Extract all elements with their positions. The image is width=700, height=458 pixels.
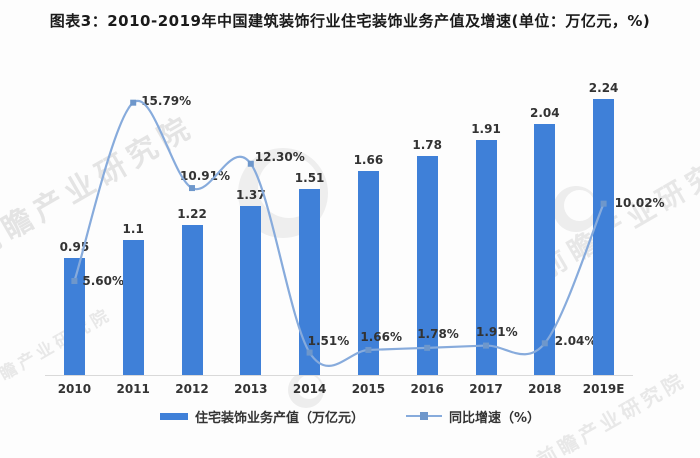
legend-item-bar-series: 住宅装饰业务产值（万亿元） — [159, 407, 364, 426]
line-marker-icon — [365, 346, 372, 353]
bar-2014 — [299, 189, 321, 375]
line-value-label: 5.60% — [82, 274, 125, 288]
line-value-label: 12.30% — [254, 149, 305, 164]
bar-value-label: 1.37 — [235, 188, 266, 203]
line-marker-icon — [247, 160, 254, 167]
x-axis-label-2018: 2018 — [528, 382, 562, 396]
line-marker-icon — [483, 342, 489, 349]
chart-title: 图表3：2010-2019年中国建筑装饰行业住宅装饰业务产值及增速(单位：万亿元… — [49, 12, 651, 30]
legend-label-line-series: 同比增速（%） — [448, 410, 541, 426]
growth-line-series — [71, 99, 607, 367]
plot-area: 0.95 2010 5.60% 1.1 2011 15.79% 1.22 2012 10.91%… — [45, 60, 665, 395]
bar-2017 — [475, 140, 497, 375]
line-series-swatch-icon — [405, 412, 442, 420]
bar-2012 — [181, 224, 203, 375]
line-value-label: 1.66% — [360, 329, 403, 344]
bar-series-swatch-icon — [159, 412, 188, 420]
x-axis-label-2012: 2012 — [175, 382, 209, 396]
bar-2015 — [357, 170, 379, 375]
x-axis-label-2015: 2015 — [351, 382, 386, 396]
x-axis-label-2011: 2011 — [116, 382, 150, 396]
x-axis-label-2014: 2014 — [292, 382, 327, 396]
line-marker-icon — [189, 185, 195, 192]
bar-value-label: 0.95 — [59, 240, 90, 255]
x-axis-label-2013: 2013 — [234, 382, 268, 396]
line-series-marker-icon — [419, 412, 428, 420]
bar-value-label: 1.1 — [122, 221, 144, 236]
line-marker-icon — [306, 349, 313, 356]
line-value-label: 15.79% — [141, 93, 192, 108]
bar-2011 — [122, 239, 144, 375]
x-axis-label-2010: 2010 — [57, 382, 92, 396]
legend-item-line-series: 同比增速（%） — [405, 407, 541, 426]
line-value-label: 1.51% — [307, 333, 350, 348]
line-marker-icon — [600, 200, 607, 207]
bar-value-label: 1.22 — [177, 206, 207, 221]
x-axis-label-2017: 2017 — [469, 382, 503, 396]
bar-value-label: 1.78 — [412, 138, 442, 153]
bar-value-label: 1.91 — [471, 122, 501, 137]
bar-value-label: 2.04 — [529, 106, 560, 121]
legend: 住宅装饰业务产值（万亿元） 同比增速（%） — [0, 405, 700, 427]
legend-label-bar-series: 住宅装饰业务产值（万亿元） — [194, 410, 364, 426]
bar-2016 — [416, 156, 438, 375]
bar-value-label: 2.24 — [588, 81, 619, 96]
line-marker-icon — [130, 99, 137, 106]
bar-value-label: 1.66 — [353, 152, 384, 167]
bar-2018 — [534, 124, 556, 375]
line-value-label: 1.78% — [417, 326, 459, 341]
x-axis-label-2016: 2016 — [410, 382, 444, 396]
line-value-label: 2.04% — [554, 334, 597, 349]
bar-2013 — [240, 206, 262, 375]
line-marker-icon — [424, 344, 431, 351]
line-value-label: 10.02% — [614, 195, 665, 210]
bar-2019E — [593, 99, 615, 375]
line-marker-icon — [71, 278, 78, 284]
growth-line-path — [73, 99, 605, 367]
x-axis-label-2019E: 2019E — [582, 382, 625, 396]
bar-value-label: 1.51 — [294, 171, 325, 186]
line-marker-icon — [541, 340, 548, 347]
bar-2010 — [63, 258, 85, 375]
line-value-label: 1.91% — [476, 324, 518, 339]
